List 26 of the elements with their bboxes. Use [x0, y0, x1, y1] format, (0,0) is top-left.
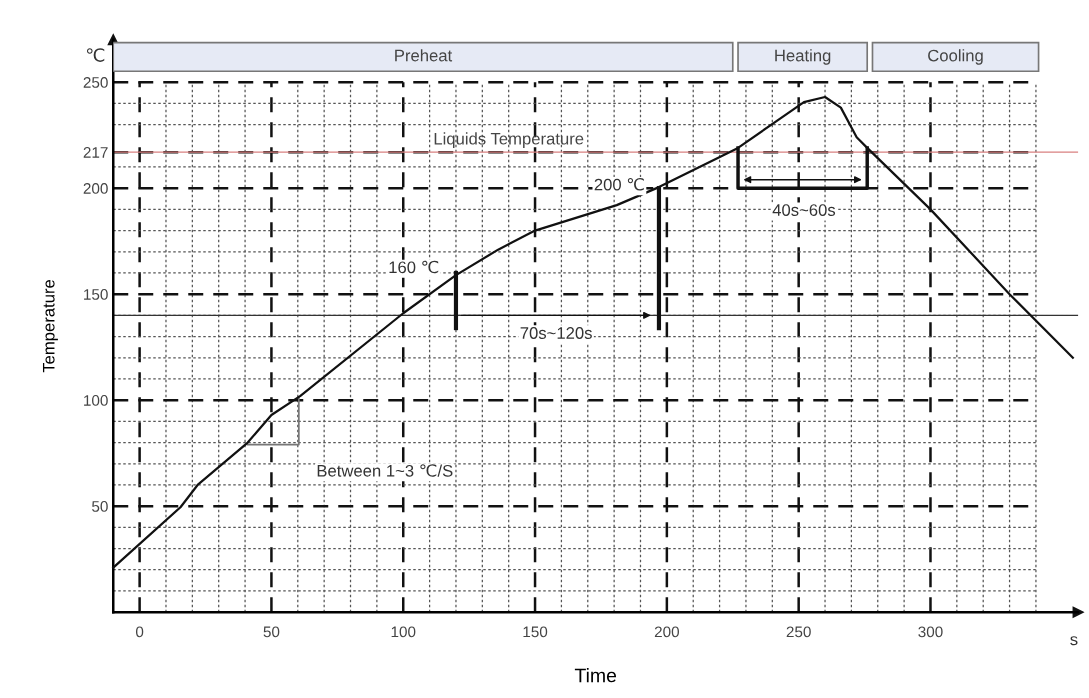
band-label: Preheat: [395, 49, 453, 62]
annotation: 70s~120s: [520, 327, 592, 339]
band-label: Heating: [775, 49, 831, 65]
annotation: 200 ℃: [594, 178, 644, 191]
x-axis-title: Time: [574, 668, 617, 683]
x-tick-label: 50: [263, 626, 280, 638]
annotation: 160 ℃: [389, 260, 439, 274]
x-tick-label: 100: [391, 626, 416, 638]
y-tick-label: 150: [84, 289, 108, 300]
text: s: [1070, 636, 1078, 646]
y-tick-label: 100: [84, 395, 108, 406]
y-tick-label: 217: [83, 147, 108, 158]
y-tick-label: 250: [83, 77, 108, 88]
band-label: Cooling: [928, 49, 983, 65]
x-tick-label: 300: [918, 626, 943, 638]
x-tick-label: 250: [786, 626, 811, 638]
x-tick-label: 150: [523, 626, 548, 638]
y-tick-label: 200: [83, 183, 108, 194]
x-tick-label: 0: [135, 626, 144, 638]
annotation: Between 1~3 ℃/S: [317, 464, 453, 477]
y-axis-title: Temperature: [42, 279, 58, 373]
ref-line-label: Liquids Temperature: [434, 132, 584, 148]
text: ℃: [86, 48, 105, 62]
y-tick-label: 50: [92, 501, 108, 512]
annotation: 40s~60s: [772, 204, 836, 216]
x-tick-label: 200: [654, 626, 680, 638]
